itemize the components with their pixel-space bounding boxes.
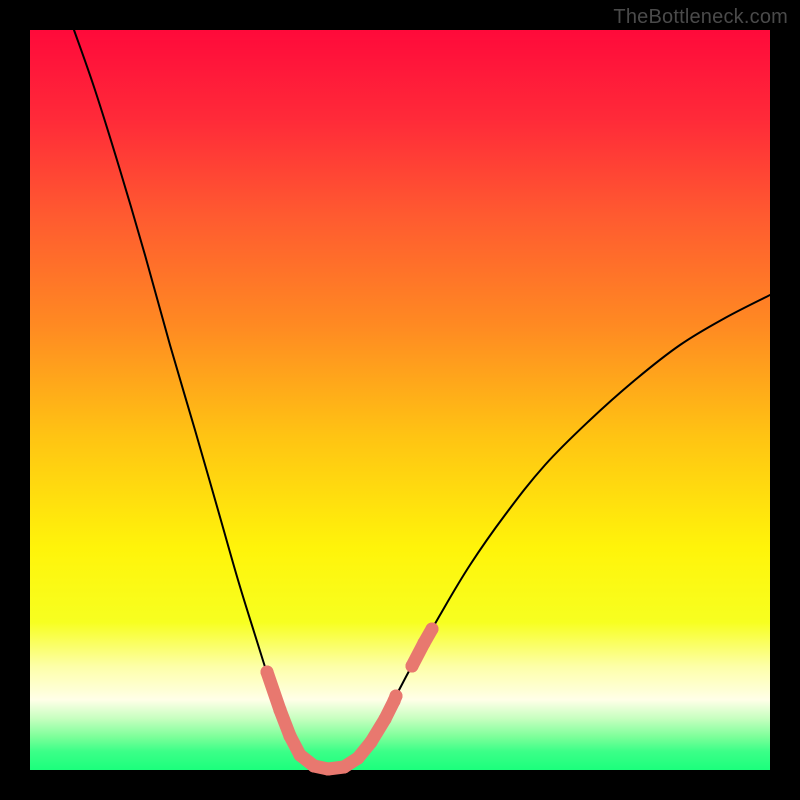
watermark-text: TheBottleneck.com <box>613 6 788 29</box>
right-marker-dot-0 <box>322 763 335 776</box>
left-marker-dot-2 <box>284 730 297 743</box>
left-marker-dot-0 <box>261 666 274 679</box>
left-marker-dot-3 <box>294 749 307 762</box>
right-marker-dot-1 <box>338 761 351 774</box>
left-marker-dot-4 <box>308 760 321 773</box>
right-marker-dot-6 <box>390 690 403 703</box>
left-curve <box>74 30 326 770</box>
right-marker-upper-dot-2 <box>426 623 439 636</box>
left-marker-dot-1 <box>274 704 287 717</box>
right-marker-dot-3 <box>365 736 378 749</box>
right-marker-upper-dot-1 <box>418 637 431 650</box>
curve-overlay <box>0 0 800 800</box>
right-marker-dot-4 <box>379 713 392 726</box>
right-marker-upper-dot-0 <box>406 660 419 673</box>
right-marker-dot-2 <box>352 752 365 765</box>
